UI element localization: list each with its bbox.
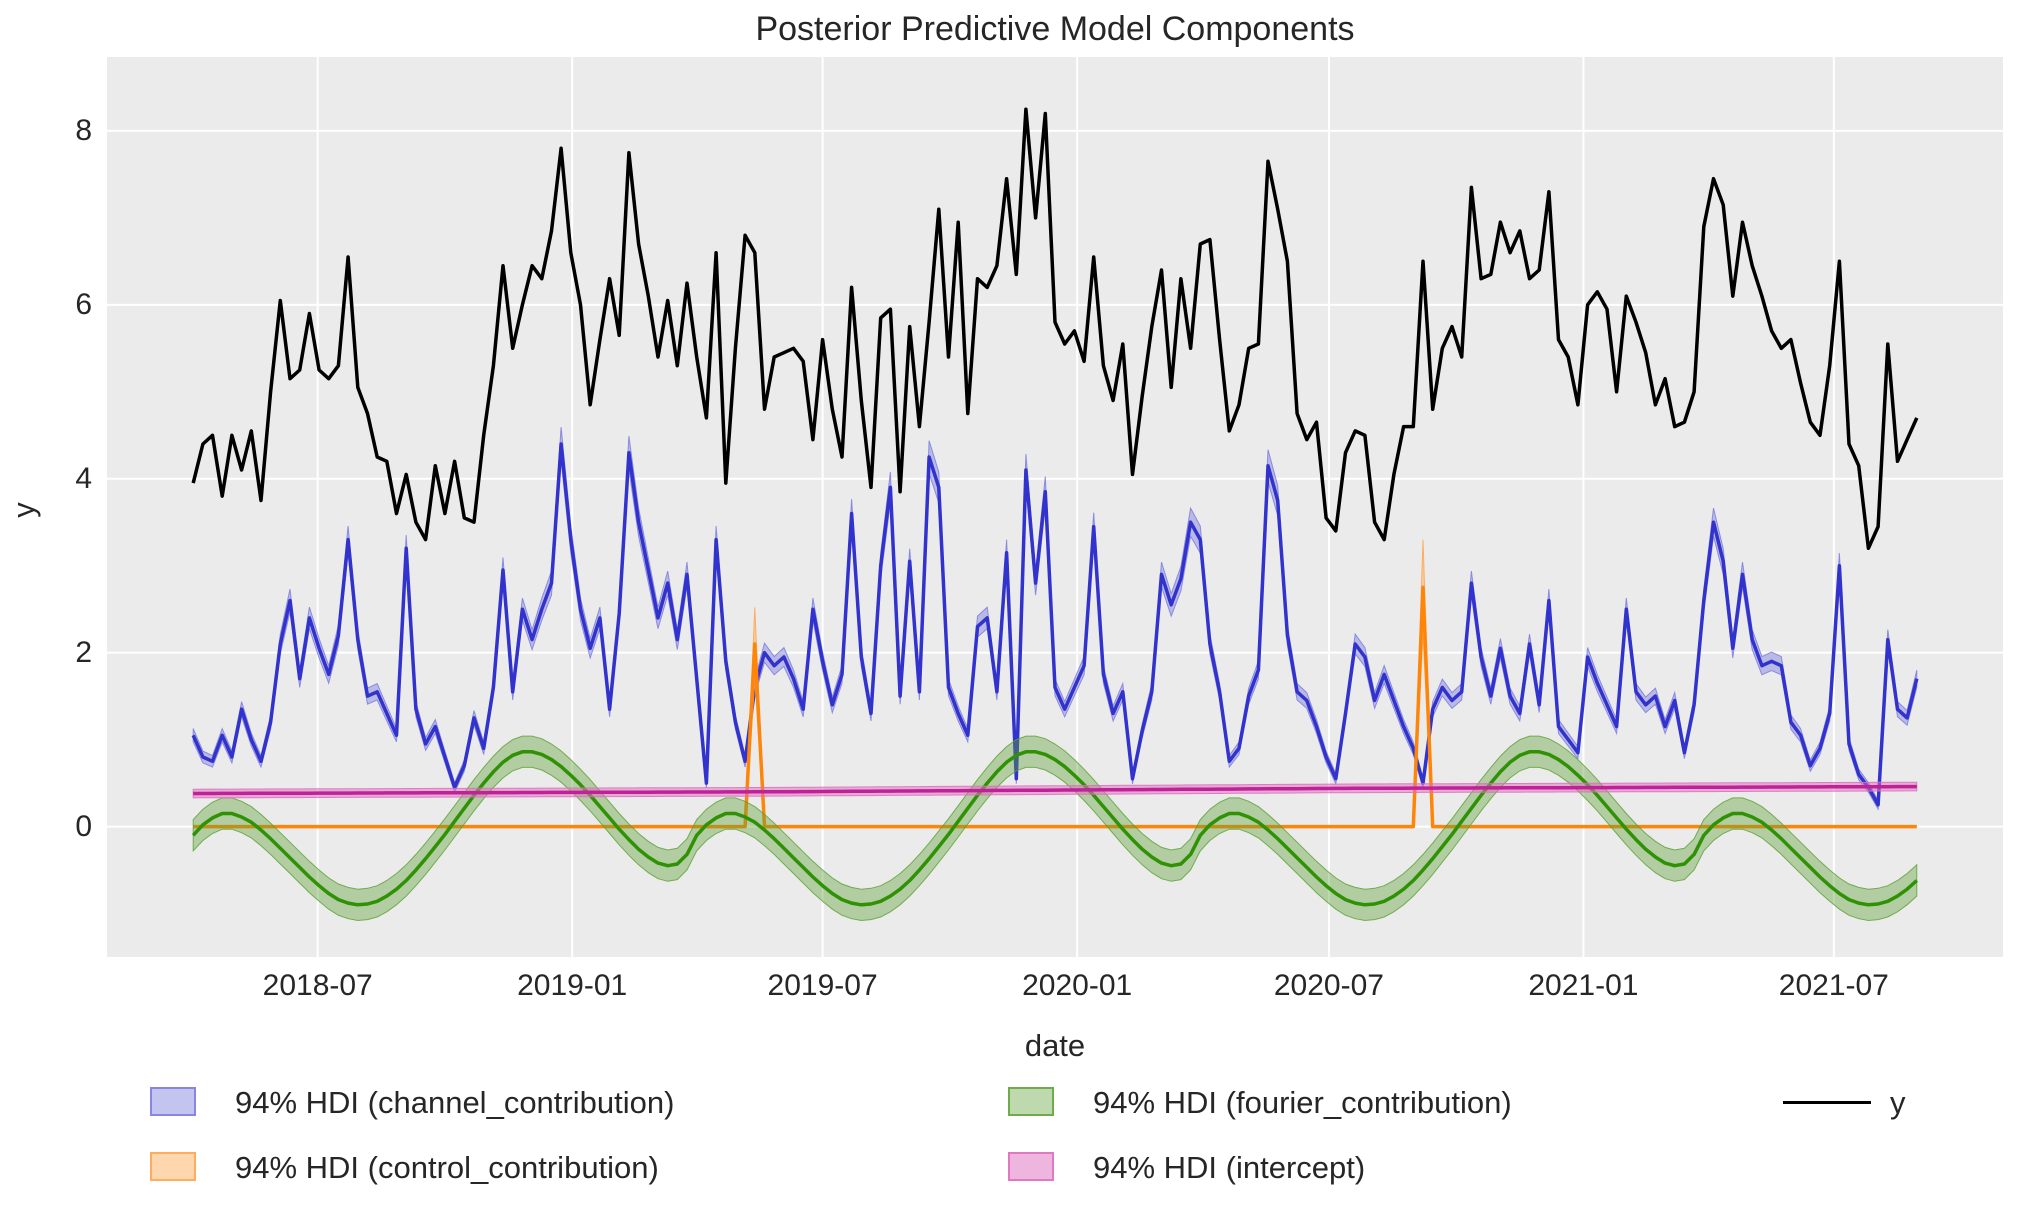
y-line xyxy=(191,107,1919,551)
x-axis-label: date xyxy=(1024,1028,1086,1063)
x-tick-2019-07: 2019-07 xyxy=(767,969,878,1002)
channel_contribution-line xyxy=(191,442,1919,807)
legend-line-icon xyxy=(1783,1101,1871,1104)
legend-label: 94% HDI (channel_contribution) xyxy=(235,1085,675,1120)
fourier_contribution-line xyxy=(191,750,1918,907)
x-tick-2020-07: 2020-07 xyxy=(1273,969,1384,1002)
legend-label: 94% HDI (intercept) xyxy=(1093,1150,1366,1185)
x-tick-2019-01: 2019-01 xyxy=(517,969,628,1002)
chart-title: Posterior Predictive Model Components xyxy=(755,10,1355,48)
legend-patch-icon xyxy=(150,1152,196,1181)
x-tick-2021-01: 2021-01 xyxy=(1528,969,1639,1002)
legend-patch-icon xyxy=(1008,1087,1054,1116)
legend-label: 94% HDI (fourier_contribution) xyxy=(1093,1085,1512,1120)
fourier_contribution-hdi-band xyxy=(192,735,1918,922)
y-tick-0: 0 xyxy=(75,809,92,843)
legend-label: y xyxy=(1890,1085,1906,1120)
control_contribution-line xyxy=(193,585,1917,829)
x-tick-2020-01: 2020-01 xyxy=(1022,969,1133,1002)
y-tick-4: 4 xyxy=(75,461,92,495)
y-tick-8: 8 xyxy=(75,113,92,147)
legend: 94% HDI (channel_contribution) 94% HDI (c… xyxy=(0,0,2023,1185)
intercept-line xyxy=(193,784,1917,796)
legend-patch-icon xyxy=(150,1087,196,1116)
y-tick-2: 2 xyxy=(75,635,92,669)
legend-patch-icon xyxy=(1008,1152,1054,1181)
axes-background xyxy=(107,57,2003,957)
legend-label: 94% HDI (control_contribution) xyxy=(235,1150,659,1185)
x-tick-2018-07: 2018-07 xyxy=(262,969,373,1002)
x-tick-2021-07: 2021-07 xyxy=(1778,969,1889,1002)
y-tick-6: 6 xyxy=(75,287,92,321)
